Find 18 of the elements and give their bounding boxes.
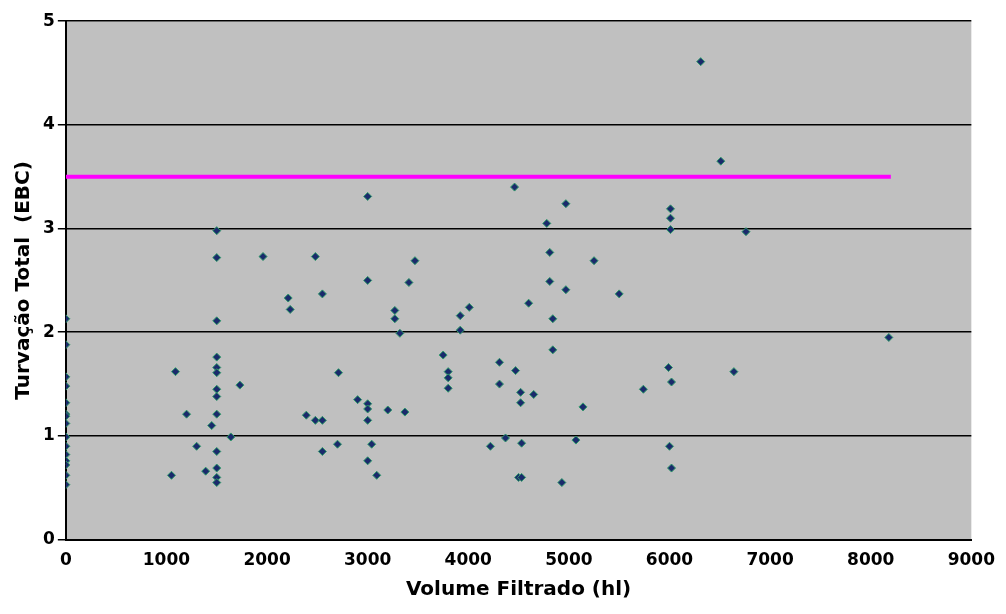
x-tick-label: 4000	[444, 549, 493, 570]
y-tick-label: 1	[42, 424, 55, 445]
x-tick-label: 2000	[243, 549, 291, 570]
y-tick-label: 5	[42, 9, 55, 30]
x-axis-title: Volume Filtrado (hl)	[405, 576, 632, 601]
y-tick-label: 2	[42, 320, 55, 341]
x-tick-label: 9000	[947, 549, 996, 570]
x-tick-label: 6000	[645, 549, 694, 570]
x-tick-label: 3000	[344, 549, 392, 570]
x-tick-label: 8000	[847, 549, 895, 570]
y-tick-label: 0	[42, 528, 55, 549]
x-tick-label: 7000	[746, 549, 794, 570]
y-tick-label: 4	[42, 113, 55, 134]
x-tick-label: 0	[59, 549, 72, 570]
y-axis-title: Turvação Total (EBC)	[10, 161, 35, 400]
x-tick-label: 5000	[545, 549, 593, 570]
y-tick-label: 3	[42, 216, 55, 237]
x-tick-label: 1000	[142, 549, 191, 570]
